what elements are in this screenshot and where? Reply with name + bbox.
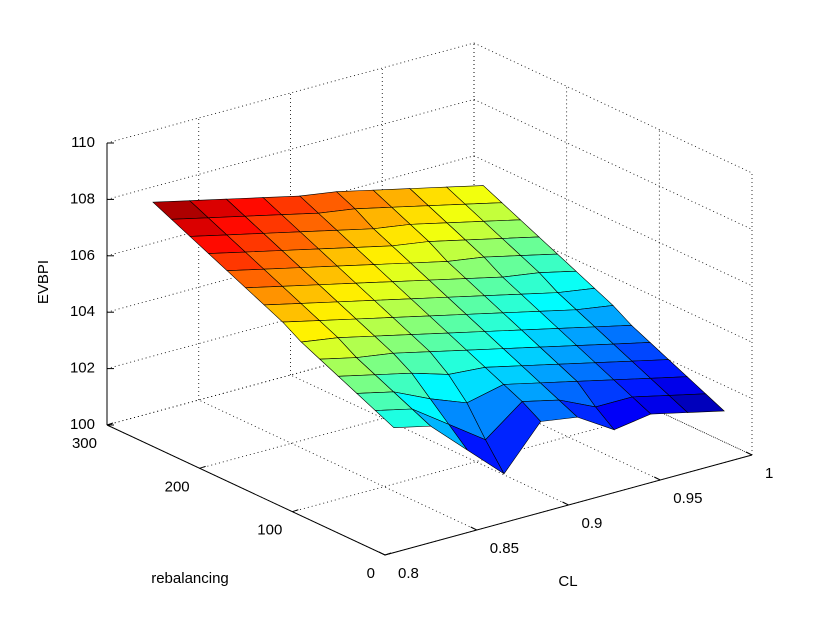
x-tick: [562, 501, 569, 506]
y-tick-label: 300: [72, 435, 97, 452]
y-tick: [106, 422, 114, 426]
grid-line: [106, 99, 475, 200]
z-tick-label: 106: [70, 247, 95, 264]
z-tick-label: 102: [70, 360, 95, 377]
z-tick-label: 110: [71, 134, 95, 151]
x-tick-label: 0.9: [582, 515, 603, 532]
grid-line: [292, 411, 660, 513]
y-tick: [292, 509, 299, 513]
y-axis-label: rebalancing: [151, 570, 229, 587]
y-tick-label: 0: [367, 565, 375, 582]
x-tick-label: 0.85: [490, 540, 519, 557]
z-tick-label: 108: [70, 190, 95, 207]
y-axis: [106, 424, 386, 556]
x-tick-label: 1: [765, 465, 773, 482]
x-axis-label: CL: [558, 573, 577, 590]
surface-patch: [374, 408, 432, 428]
x-tick: [378, 551, 386, 556]
x-tick-label: 0.8: [398, 565, 419, 582]
grid-line: [106, 155, 475, 257]
z-axis-label: EVBPI: [35, 260, 52, 304]
z-tick-label: 104: [70, 303, 95, 320]
z-tick-label: 100: [70, 416, 95, 433]
x-tick: [654, 476, 661, 481]
x-tick: [470, 526, 477, 531]
y-tick: [199, 465, 206, 469]
x-tick-label: 0.95: [673, 490, 702, 507]
y-tick-label: 200: [165, 478, 190, 495]
y-tick: [384, 552, 392, 556]
y-tick-label: 100: [257, 522, 282, 539]
x-tick: [745, 451, 753, 456]
grid-line: [106, 42, 475, 144]
